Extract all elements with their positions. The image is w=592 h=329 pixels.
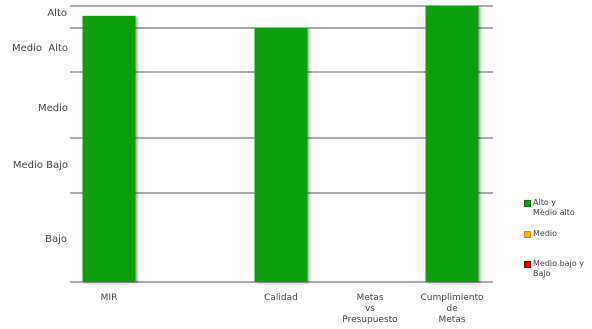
category-label: Metas vs Presupuesto <box>342 293 398 325</box>
bar <box>425 6 479 282</box>
category-label: MIR <box>101 293 118 303</box>
category-label: Calidad <box>264 293 298 303</box>
legend-swatch <box>524 261 531 268</box>
legend-item: Medio <box>524 229 557 239</box>
legend-swatch <box>524 200 531 207</box>
legend-label: Medio bajo y Bajo <box>533 259 584 278</box>
bar <box>254 27 308 283</box>
legend-swatch <box>524 231 531 238</box>
bar <box>82 15 136 283</box>
legend-label: Alto y Medio alto <box>533 198 575 217</box>
legend-item: Alto y Medio alto <box>524 198 575 218</box>
y-level-label: Medio <box>38 103 68 114</box>
category-labels: MIR Calidad Metas vs Presupuesto Cumplimiento… <box>101 293 484 325</box>
y-level-labels: Alto Medio Alto Medio Medio Bajo Bajo <box>12 8 68 245</box>
legend-item: Medio bajo y Bajo <box>524 259 584 279</box>
bars <box>82 6 479 283</box>
y-level-label: Medio Alto <box>12 43 68 54</box>
y-level-label: Bajo <box>45 234 67 245</box>
y-level-label: Alto <box>47 8 67 19</box>
category-label: Cumplimiento de Metas <box>420 293 484 325</box>
legend-label: Medio <box>533 229 558 238</box>
y-level-label: Medio Bajo <box>13 160 68 171</box>
